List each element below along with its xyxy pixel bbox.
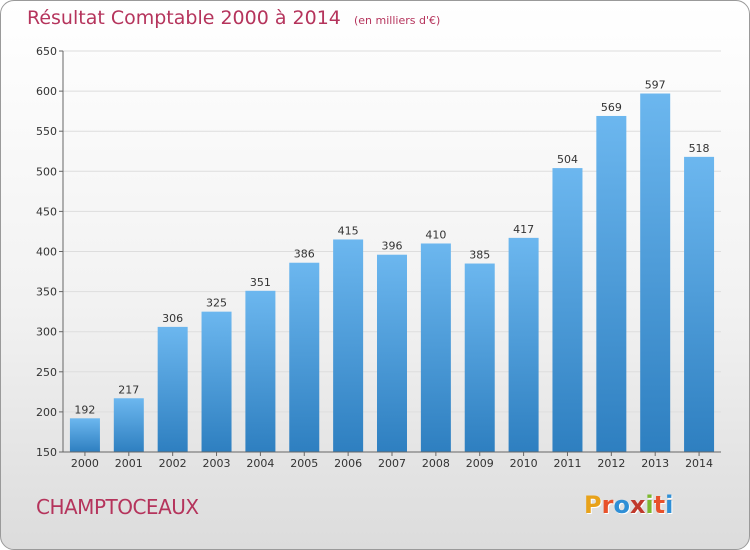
data-label: 385 xyxy=(469,249,490,262)
proxiti-logo: Proxiti xyxy=(584,491,673,519)
y-tick-label: 150 xyxy=(36,446,57,459)
y-tick-label: 650 xyxy=(36,45,57,58)
bar xyxy=(377,254,407,452)
x-tick-label: 2013 xyxy=(641,457,669,470)
y-tick-label: 400 xyxy=(36,246,57,259)
bar xyxy=(640,93,671,453)
data-label: 504 xyxy=(557,153,578,166)
x-tick-label: 2007 xyxy=(378,457,406,470)
x-tick-label: 2008 xyxy=(422,457,450,470)
x-tick-label: 2001 xyxy=(115,457,143,470)
y-tick-label: 500 xyxy=(36,165,57,178)
logo-letter: t xyxy=(653,491,666,519)
bar xyxy=(464,263,495,452)
bar xyxy=(201,311,232,452)
logo-letter: o xyxy=(613,491,630,519)
bar xyxy=(289,262,320,452)
bar xyxy=(69,418,100,452)
x-tick-label: 2005 xyxy=(290,457,318,470)
data-label: 415 xyxy=(338,224,359,237)
x-tick-label: 2000 xyxy=(71,457,99,470)
data-label: 351 xyxy=(250,276,271,289)
bar xyxy=(684,156,715,452)
data-label: 325 xyxy=(206,297,227,310)
bar xyxy=(596,115,627,452)
data-label: 386 xyxy=(294,248,315,261)
logo-letter: i xyxy=(665,491,674,519)
y-tick-label: 300 xyxy=(36,326,57,339)
logo-letter: i xyxy=(645,491,654,519)
data-label: 597 xyxy=(645,79,666,92)
x-tick-label: 2014 xyxy=(685,457,713,470)
data-label: 569 xyxy=(601,101,622,114)
y-tick-label: 600 xyxy=(36,85,57,98)
x-tick-label: 2011 xyxy=(553,457,581,470)
data-label: 410 xyxy=(425,228,446,241)
logo-letter: P xyxy=(584,491,602,519)
data-label: 192 xyxy=(74,403,95,416)
x-tick-label: 2004 xyxy=(246,457,274,470)
x-tick-label: 2002 xyxy=(159,457,187,470)
bar xyxy=(245,290,276,452)
x-tick-label: 2006 xyxy=(334,457,362,470)
data-label: 518 xyxy=(689,142,710,155)
y-tick-label: 200 xyxy=(36,406,57,419)
y-tick-label: 250 xyxy=(36,366,57,379)
bar xyxy=(333,239,364,452)
axes: 150 200 250 300 350 400 450 500 550 600 650 2000 200… xyxy=(36,45,721,470)
x-tick-label: 2012 xyxy=(597,457,625,470)
data-label: 417 xyxy=(513,223,534,236)
y-tick-label: 550 xyxy=(36,125,57,138)
x-tick-label: 2009 xyxy=(466,457,494,470)
x-tick-label: 2003 xyxy=(203,457,231,470)
chart-title: Résultat Comptable 2000 à 2014 xyxy=(27,7,341,29)
bar xyxy=(157,326,188,452)
y-tick-label: 350 xyxy=(36,286,57,299)
commune-name: CHAMPTOCEAUX xyxy=(36,495,199,519)
y-tick-label: 450 xyxy=(36,205,57,218)
data-label: 396 xyxy=(382,240,403,253)
data-label: 306 xyxy=(162,312,183,325)
title-row: Résultat Comptable 2000 à 2014 (en milli… xyxy=(27,7,440,29)
bar xyxy=(508,237,539,452)
bar xyxy=(552,168,583,453)
logo-letter: x xyxy=(629,491,646,519)
bar xyxy=(113,398,144,452)
chart-subtitle: (en milliers d'€) xyxy=(353,14,441,27)
logo-letter: r xyxy=(601,491,614,519)
bars: 192 217 306 325 351 386 415 396 410 385 417 504 569 5… xyxy=(69,79,715,453)
data-label: 217 xyxy=(118,383,139,396)
bar xyxy=(420,243,451,452)
x-tick-label: 2010 xyxy=(510,457,538,470)
